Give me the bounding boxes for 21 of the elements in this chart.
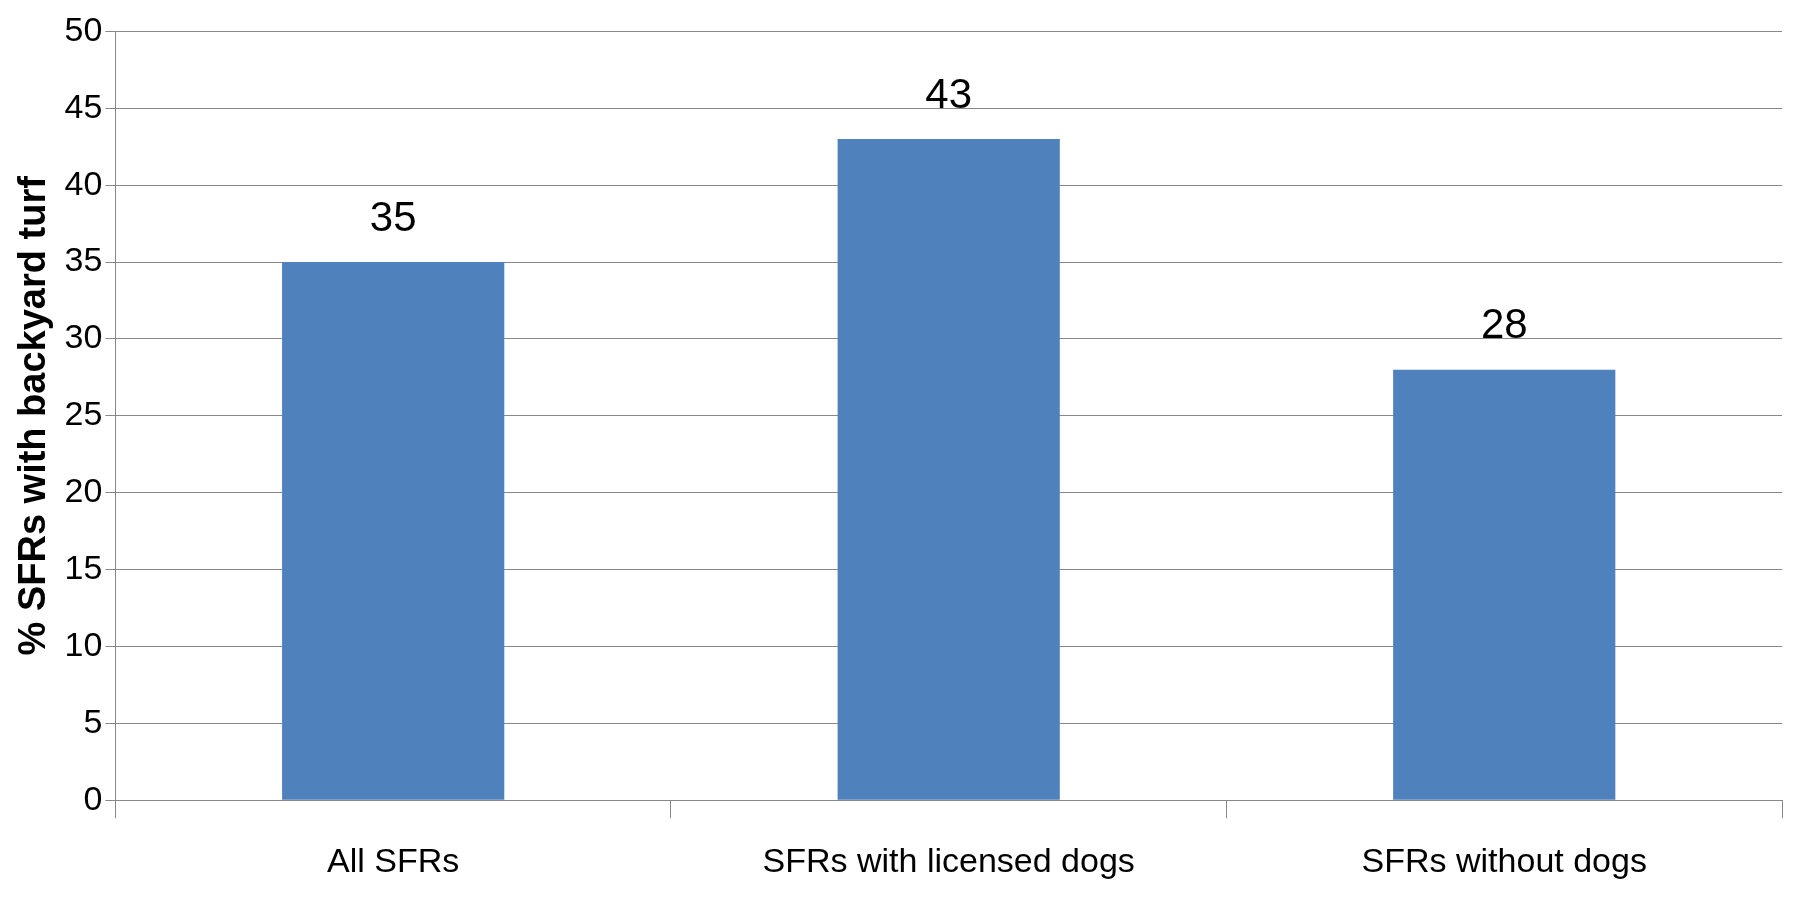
data-label: 43 — [925, 69, 973, 117]
y-tick-label: 50 — [64, 9, 103, 48]
bar — [1393, 369, 1616, 800]
y-axis-title: % SFRs with backyard turf — [11, 175, 54, 656]
y-tick-label: 40 — [64, 163, 103, 202]
y-tick-label: 20 — [64, 471, 103, 510]
data-label: 28 — [1480, 300, 1528, 348]
bar — [837, 139, 1060, 800]
bar — [282, 262, 505, 800]
y-tick-label: 35 — [64, 240, 103, 279]
y-tick-label: 10 — [64, 624, 103, 663]
y-tick-label: 45 — [64, 86, 103, 125]
x-tick-label: SFRs without dogs — [1361, 840, 1647, 879]
x-tick-label: All SFRs — [327, 840, 460, 879]
data-label: 35 — [369, 192, 417, 240]
y-tick-label: 15 — [64, 547, 103, 586]
y-tick-label: 0 — [83, 778, 103, 817]
y-tick-label: 30 — [64, 317, 103, 356]
x-tick-label: SFRs with licensed dogs — [762, 840, 1135, 879]
y-tick-label: 5 — [83, 701, 103, 740]
y-tick-label: 25 — [64, 394, 103, 433]
